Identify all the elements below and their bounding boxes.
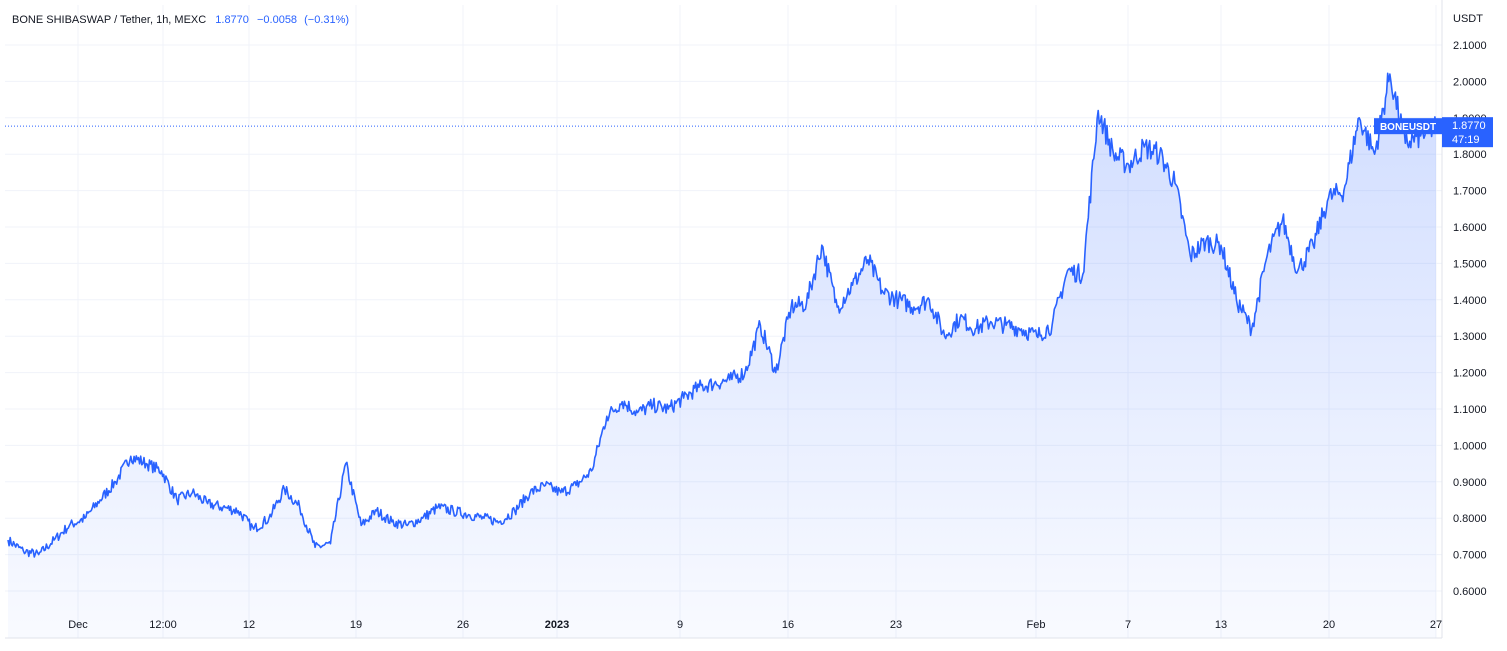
y-tick-label: 1.7000 <box>1453 186 1487 198</box>
y-tick-label: 0.6000 <box>1453 586 1487 598</box>
last-price-tag: BONEUSDT 1.8770 47:19 <box>1374 117 1493 148</box>
price-tag-background <box>1442 117 1493 148</box>
price-line <box>7 72 1437 558</box>
x-tick-label: Dec <box>68 619 88 631</box>
x-tick-label: Feb <box>1027 619 1046 631</box>
y-tick-label: 1.2000 <box>1453 368 1487 380</box>
last-price-value: 1.8770 <box>215 14 249 26</box>
ticker-label: BONEUSDT <box>1380 122 1436 133</box>
y-tick-label: 1.3000 <box>1453 331 1487 343</box>
x-tick-label: 2023 <box>545 619 569 631</box>
symbol-title: BONE SHIBASWAP / Tether, 1h, MEXC <box>12 14 206 26</box>
x-tick-label: 9 <box>677 619 683 631</box>
x-tick-label: 27 <box>1430 619 1442 631</box>
time-axis[interactable]: Dec 12:00 12 19 26 2023 9 16 23 Feb 7 13 20 27 <box>68 619 1442 631</box>
y-tick-label: 1.5000 <box>1453 258 1487 270</box>
y-tick-label: 2.0000 <box>1453 76 1487 88</box>
y-tick-label: 0.8000 <box>1453 513 1487 525</box>
x-tick-label: 23 <box>890 619 902 631</box>
x-tick-label: 12 <box>243 619 255 631</box>
x-tick-label: 16 <box>782 619 794 631</box>
price-change-percent: (−0.31%) <box>304 14 349 26</box>
chart-header: BONE SHIBASWAP / Tether, 1h, MEXC 1.8770… <box>12 14 349 26</box>
y-tick-label: 1.1000 <box>1453 404 1487 416</box>
y-tick-label: 1.0000 <box>1453 440 1487 452</box>
x-tick-label: 20 <box>1323 619 1335 631</box>
y-tick-label: 0.9000 <box>1453 477 1487 489</box>
x-tick-label: 12:00 <box>149 619 177 631</box>
y-tick-label: 0.7000 <box>1453 550 1487 562</box>
axis-currency-label: USDT <box>1453 13 1483 25</box>
x-tick-label: 13 <box>1215 619 1227 631</box>
price-tag-value: 1.8770 <box>1452 120 1486 132</box>
price-axis[interactable]: 0.6000 0.7000 0.8000 0.9000 1.0000 1.1000 1.20… <box>1453 40 1487 598</box>
price-area-fill <box>8 73 1436 639</box>
y-tick-label: 1.4000 <box>1453 295 1487 307</box>
x-tick-label: 7 <box>1125 619 1131 631</box>
ticker-tag-background <box>1374 118 1442 135</box>
x-tick-label: 19 <box>350 619 362 631</box>
x-tick-label: 26 <box>457 619 469 631</box>
y-tick-label: 2.1000 <box>1453 40 1487 52</box>
y-tick-label: 1.8000 <box>1453 149 1487 161</box>
y-tick-label: 1.6000 <box>1453 222 1487 234</box>
svg-text:BONE SHIBASWAP / Tether, 1h, M: BONE SHIBASWAP / Tether, 1h, MEXC 1.8770… <box>12 14 349 26</box>
price-change: −0.0058 <box>257 14 297 26</box>
bar-countdown: 47:19 <box>1452 134 1480 146</box>
